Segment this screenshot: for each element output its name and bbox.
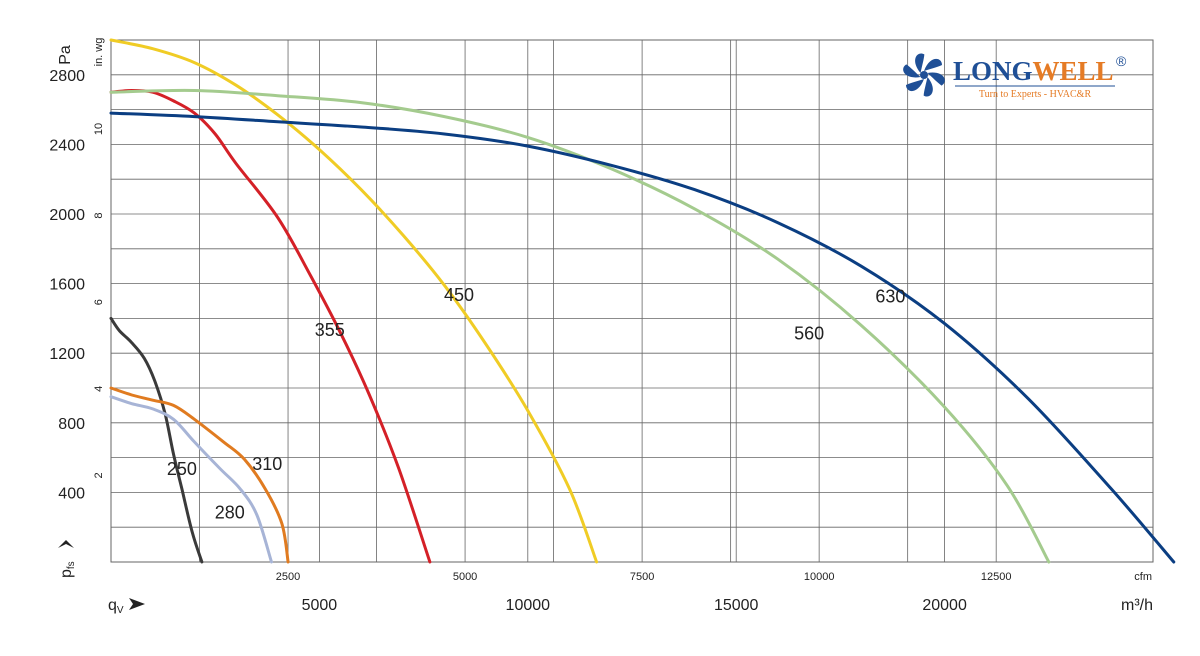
brand-name-part2: WELL <box>1033 56 1114 86</box>
x-tick-label-m3h: 15000 <box>714 597 759 614</box>
series-curve-450 <box>109 38 599 564</box>
series-label-450: 450 <box>444 285 474 305</box>
series-curve-280 <box>109 395 273 564</box>
y-tick-label-pa: 2000 <box>49 207 85 224</box>
x-tick-label-m3h: 20000 <box>922 597 967 614</box>
series-curve-560 <box>109 88 1051 564</box>
y-axis-label-main: p <box>58 569 75 578</box>
series-label-310: 310 <box>252 454 282 474</box>
y-tick-label-pa: 1600 <box>49 277 85 294</box>
series-label-630: 630 <box>875 287 905 307</box>
y-unit-primary: Pa <box>57 45 74 65</box>
x-axis-label: qV <box>108 597 124 616</box>
y-tick-label-pa: 400 <box>58 485 85 502</box>
y-tick-label-inwg: 2 <box>93 472 105 478</box>
fan-curves: 250 280 310 355 450 560 630 <box>109 38 1176 564</box>
brand-tagline: Turn to Experts - HVAC&R <box>979 89 1092 100</box>
x-unit-secondary: cfm <box>1134 571 1152 583</box>
series-label-280: 280 <box>215 503 245 523</box>
plot-frame <box>110 39 1154 563</box>
registered-mark: ® <box>1116 53 1127 69</box>
x-tick-label-m3h: 5000 <box>302 597 338 614</box>
series-label-560: 560 <box>794 323 824 343</box>
y-unit-secondary: in. wg <box>93 38 105 67</box>
series-curve-630 <box>109 111 1176 564</box>
y-tick-label-inwg: 6 <box>93 299 105 305</box>
brand-name: LONGWELL <box>953 56 1114 86</box>
y-axis-label: pfs <box>58 561 77 578</box>
x-tick-label-cfm: 2500 <box>276 571 300 583</box>
y-tick-label-pa: 2800 <box>49 68 85 85</box>
y-axis-label-sub: fs <box>66 561 77 569</box>
x-tick-label-cfm: 7500 <box>630 571 654 583</box>
series-curve-310 <box>109 386 290 564</box>
y-tick-label-inwg: 10 <box>93 123 105 135</box>
x-tick-label-cfm: 12500 <box>981 571 1012 583</box>
x-axis-label-sub: V <box>117 605 124 616</box>
y-axis-arrow-icon <box>58 540 74 548</box>
y-tick-label-pa: 1200 <box>49 346 85 363</box>
y-tick-label-pa: 800 <box>58 416 85 433</box>
series-label-355: 355 <box>315 320 345 340</box>
grid-lines <box>110 39 1154 563</box>
x-tick-label-cfm: 5000 <box>453 571 477 583</box>
x-axis-label-main: q <box>108 597 117 614</box>
fan-icon <box>903 53 945 97</box>
y-tick-label-pa: 2400 <box>49 137 85 154</box>
brand-logo: LONGWELL ® Turn to Experts - HVAC&R <box>903 53 1127 100</box>
axis-labels: Pa in. wg pfs qV m³/h cfm 400 800 1200 1600… <box>49 38 1153 616</box>
series-curve-250 <box>109 316 204 564</box>
y-tick-label-inwg: 4 <box>93 386 105 392</box>
series-label-250: 250 <box>167 459 197 479</box>
x-unit-primary: m³/h <box>1121 597 1153 614</box>
x-tick-label-m3h: 10000 <box>506 597 551 614</box>
y-tick-label-inwg: 8 <box>93 213 105 219</box>
x-tick-label-cfm: 10000 <box>804 571 835 583</box>
series-curve-355 <box>109 89 432 564</box>
x-axis-arrow-icon <box>129 598 145 610</box>
brand-name-part1: LONG <box>953 56 1033 86</box>
